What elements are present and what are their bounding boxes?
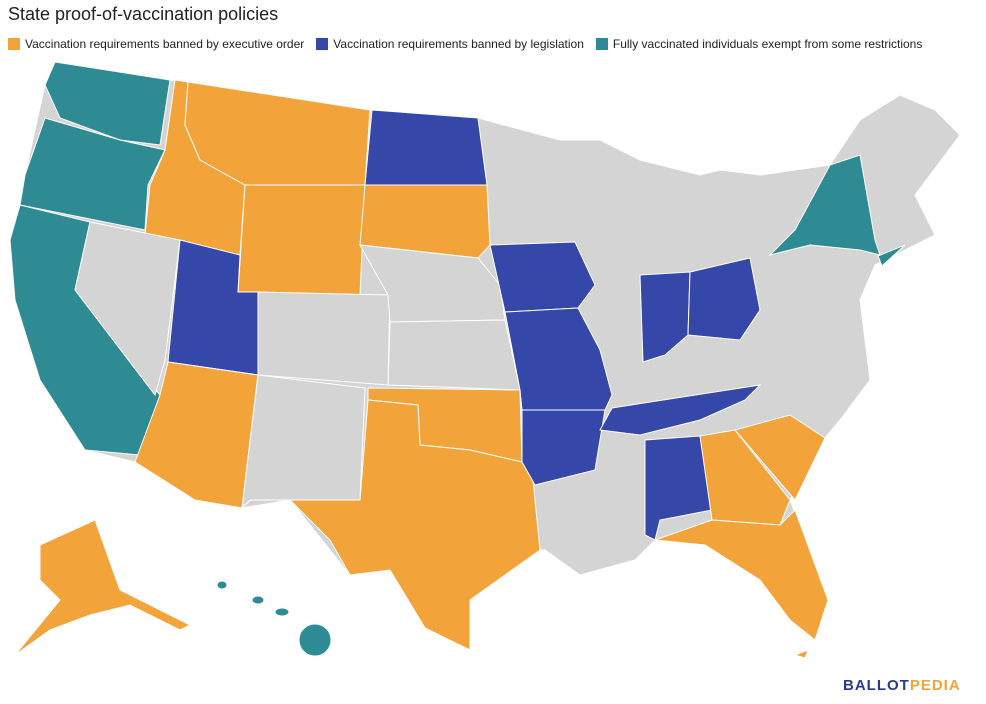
legend: Vaccination requirements banned by execu… — [8, 37, 922, 51]
state — [734, 414, 826, 501]
legend-swatch — [316, 38, 329, 50]
legend-item: Fully vaccinated individuals exempt from… — [595, 37, 923, 51]
state — [599, 384, 762, 436]
state — [216, 580, 228, 590]
map-title: State proof-of-vaccination policies — [8, 4, 279, 24]
state — [257, 291, 391, 386]
legend-label: Vaccination requirements banned by legis… — [333, 37, 584, 51]
state — [14, 519, 192, 656]
states — [9, 61, 906, 659]
state — [274, 607, 290, 617]
state — [237, 184, 366, 296]
state — [288, 399, 541, 651]
state — [19, 117, 166, 231]
state — [521, 409, 606, 486]
state — [251, 595, 265, 605]
legend-label: Vaccination requirements banned by execu… — [25, 37, 305, 51]
legend-swatch — [595, 38, 608, 50]
state — [793, 649, 809, 659]
logo-part: PEDIA — [909, 677, 961, 694]
legend-label: Fully vaccinated individuals exempt from… — [612, 37, 923, 51]
logo: BALLOTPEDIA — [843, 677, 961, 694]
state — [74, 221, 181, 397]
state — [687, 257, 761, 341]
state — [504, 307, 613, 411]
state — [877, 244, 906, 267]
logo-part: BALLOT — [843, 677, 910, 694]
state — [639, 271, 691, 363]
legend-swatch — [8, 38, 20, 50]
state — [241, 374, 366, 510]
legend-item: Vaccination requirements banned by execu… — [8, 37, 304, 51]
state — [699, 429, 791, 526]
state — [364, 109, 488, 186]
legend-item: Vaccination requirements banned by legis… — [316, 37, 584, 51]
state — [298, 623, 332, 657]
state — [387, 319, 521, 391]
state — [359, 184, 491, 259]
state — [489, 241, 596, 313]
state — [654, 509, 829, 641]
